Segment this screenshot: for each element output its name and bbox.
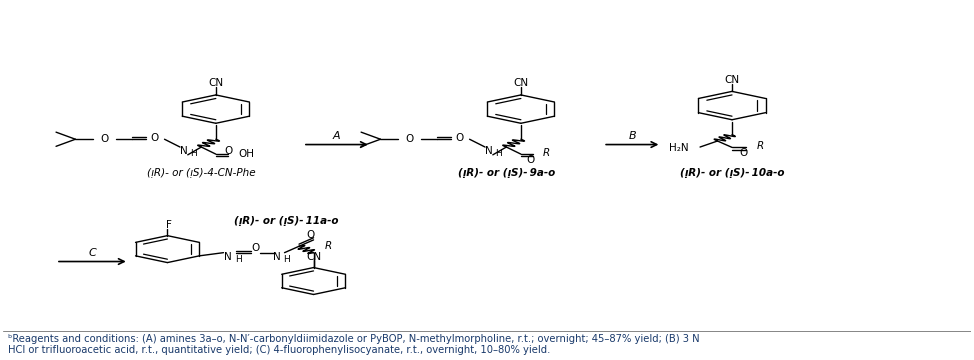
Text: CN: CN xyxy=(513,78,529,88)
Text: H: H xyxy=(235,255,242,264)
Text: R: R xyxy=(756,141,764,151)
Text: CN: CN xyxy=(306,252,321,262)
Text: (ᴉR)- or (ᴉS)- 11a-o: (ᴉR)- or (ᴉS)- 11a-o xyxy=(234,216,339,226)
Text: (ᴉR)- or (ᴉS)-4-CN-Phe: (ᴉR)- or (ᴉS)-4-CN-Phe xyxy=(147,168,255,178)
Text: OH: OH xyxy=(238,149,254,159)
Text: O: O xyxy=(405,134,414,144)
Text: B: B xyxy=(628,131,636,141)
Text: O: O xyxy=(456,133,464,143)
Text: H: H xyxy=(190,149,197,158)
Text: H: H xyxy=(283,255,290,264)
Text: R: R xyxy=(325,240,332,251)
Text: R: R xyxy=(543,148,550,158)
Text: O: O xyxy=(527,155,535,165)
Text: H₂N: H₂N xyxy=(669,143,689,153)
Text: N: N xyxy=(224,252,232,262)
Text: (ᴉR)- or (ᴉS)- 9a-o: (ᴉR)- or (ᴉS)- 9a-o xyxy=(458,168,555,178)
Text: N: N xyxy=(273,252,281,262)
Text: N: N xyxy=(485,145,493,156)
Text: CN: CN xyxy=(725,75,739,85)
Text: O: O xyxy=(739,148,748,158)
Text: HCl or trifluoroacetic acid, r.t., quantitative yield; (C) 4-fluorophenylisocyan: HCl or trifluoroacetic acid, r.t., quant… xyxy=(8,345,550,355)
Text: F: F xyxy=(167,220,172,230)
Text: O: O xyxy=(224,145,233,156)
Text: A: A xyxy=(333,131,341,141)
Text: C: C xyxy=(89,248,96,258)
Text: O: O xyxy=(151,133,159,143)
Text: CN: CN xyxy=(208,78,223,88)
Text: H: H xyxy=(495,149,502,158)
Text: O: O xyxy=(307,230,315,240)
Text: O: O xyxy=(100,134,108,144)
Text: ᵇReagents and conditions: (A) amines 3a–o, N-N′-carbonyldiimidazole or PyBOP, N-: ᵇReagents and conditions: (A) amines 3a–… xyxy=(8,334,699,345)
Text: (ᴉR)- or (ᴉS)- 10a-o: (ᴉR)- or (ᴉS)- 10a-o xyxy=(680,168,784,178)
Text: N: N xyxy=(180,145,188,156)
Text: O: O xyxy=(251,243,260,253)
